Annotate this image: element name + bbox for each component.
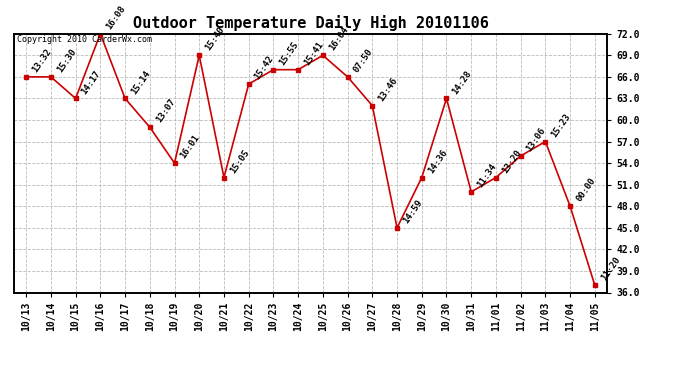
- Text: 15:30: 15:30: [55, 47, 78, 74]
- Text: 14:36: 14:36: [426, 147, 449, 175]
- Text: 13:06: 13:06: [525, 126, 548, 153]
- Text: 16:04: 16:04: [327, 26, 350, 53]
- Text: 11:20: 11:20: [599, 255, 622, 282]
- Text: 15:42: 15:42: [253, 54, 275, 81]
- Text: 07:50: 07:50: [352, 47, 375, 74]
- Text: 14:59: 14:59: [401, 198, 424, 225]
- Text: Copyright 2010 CarderWx.com: Copyright 2010 CarderWx.com: [17, 35, 152, 44]
- Text: 15:23: 15:23: [549, 112, 572, 139]
- Text: 15:55: 15:55: [277, 40, 300, 67]
- Text: 15:41: 15:41: [302, 40, 325, 67]
- Text: 15:05: 15:05: [228, 147, 251, 175]
- Text: 15:40: 15:40: [204, 26, 226, 53]
- Text: 16:08: 16:08: [104, 4, 127, 31]
- Text: 13:32: 13:32: [30, 47, 53, 74]
- Text: 00:00: 00:00: [574, 176, 597, 204]
- Text: 11:34: 11:34: [475, 162, 498, 189]
- Text: 15:14: 15:14: [129, 69, 152, 96]
- Text: 14:28: 14:28: [451, 69, 473, 96]
- Text: 13:20: 13:20: [500, 147, 523, 175]
- Title: Outdoor Temperature Daily High 20101106: Outdoor Temperature Daily High 20101106: [132, 15, 489, 31]
- Text: 13:46: 13:46: [377, 76, 400, 103]
- Text: 13:07: 13:07: [154, 97, 177, 124]
- Text: 14:17: 14:17: [80, 69, 103, 96]
- Text: 16:01: 16:01: [179, 133, 201, 160]
